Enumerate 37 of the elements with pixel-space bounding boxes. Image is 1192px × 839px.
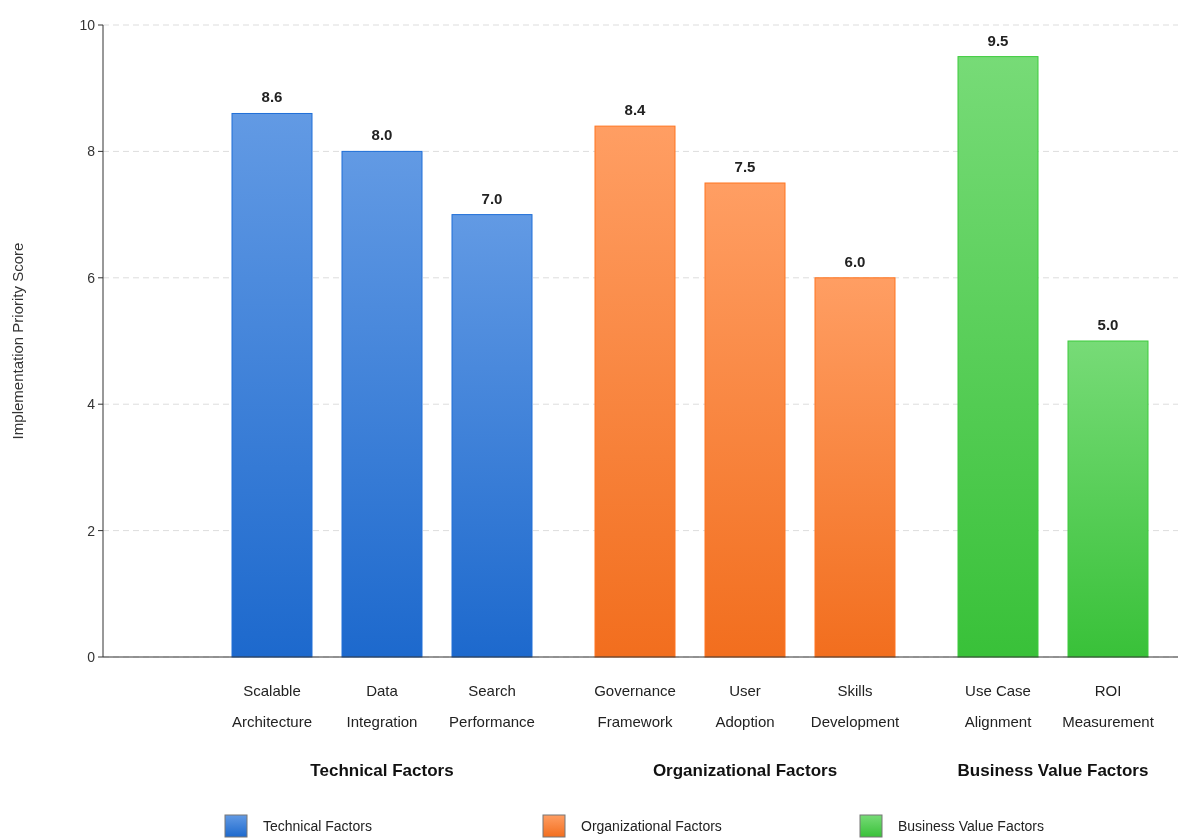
data-label: 8.4 bbox=[624, 101, 647, 119]
legend-label: Organizational Factors bbox=[581, 818, 722, 834]
x-tick-label: Data Integration bbox=[346, 682, 418, 730]
bar bbox=[341, 150, 423, 658]
x-tick-label: Skills Development bbox=[810, 682, 901, 730]
data-label: 7.5 bbox=[734, 158, 756, 175]
bar bbox=[231, 112, 313, 658]
y-tick-label: 6 bbox=[87, 269, 96, 286]
y-tick-label: 10 bbox=[79, 16, 96, 33]
y-tick-label: 0 bbox=[87, 648, 96, 665]
y-tick-label: 2 bbox=[87, 522, 96, 539]
y-axis-title: Implementation Priority Score bbox=[9, 242, 26, 440]
x-tick-label: User Adoption bbox=[715, 682, 775, 730]
text: Business Value Factors bbox=[957, 761, 1149, 780]
data-label: 9.5 bbox=[987, 31, 1009, 49]
legend-label: Technical Factors bbox=[263, 818, 372, 834]
data-label: 5.0 bbox=[1097, 316, 1119, 333]
bar bbox=[704, 182, 786, 658]
data-label: 6.0 bbox=[844, 252, 866, 270]
x-tick-label: Scalable Architecture bbox=[231, 682, 313, 730]
data-label: 8.6 bbox=[261, 88, 283, 106]
y-tick-label: 8 bbox=[87, 143, 96, 160]
x-tick-label: Governance Framework bbox=[594, 682, 676, 730]
bar bbox=[957, 56, 1039, 658]
text: Organizational Factors bbox=[652, 761, 838, 780]
data-label: 7.0 bbox=[481, 189, 503, 207]
bar bbox=[594, 125, 676, 658]
x-tick-label: Use Case Alignment bbox=[964, 682, 1033, 730]
legend-label: Business Value Factors bbox=[898, 818, 1045, 834]
bar bbox=[451, 214, 533, 658]
bar bbox=[814, 277, 896, 658]
x-tick-label: Search Performance bbox=[449, 682, 535, 730]
x-tick-label: ROI Measurement bbox=[1062, 682, 1155, 730]
y-tick-label: 4 bbox=[87, 396, 96, 413]
text: Technical Factors bbox=[310, 761, 454, 780]
data-label: 8.0 bbox=[371, 126, 393, 144]
bar bbox=[1067, 340, 1149, 658]
